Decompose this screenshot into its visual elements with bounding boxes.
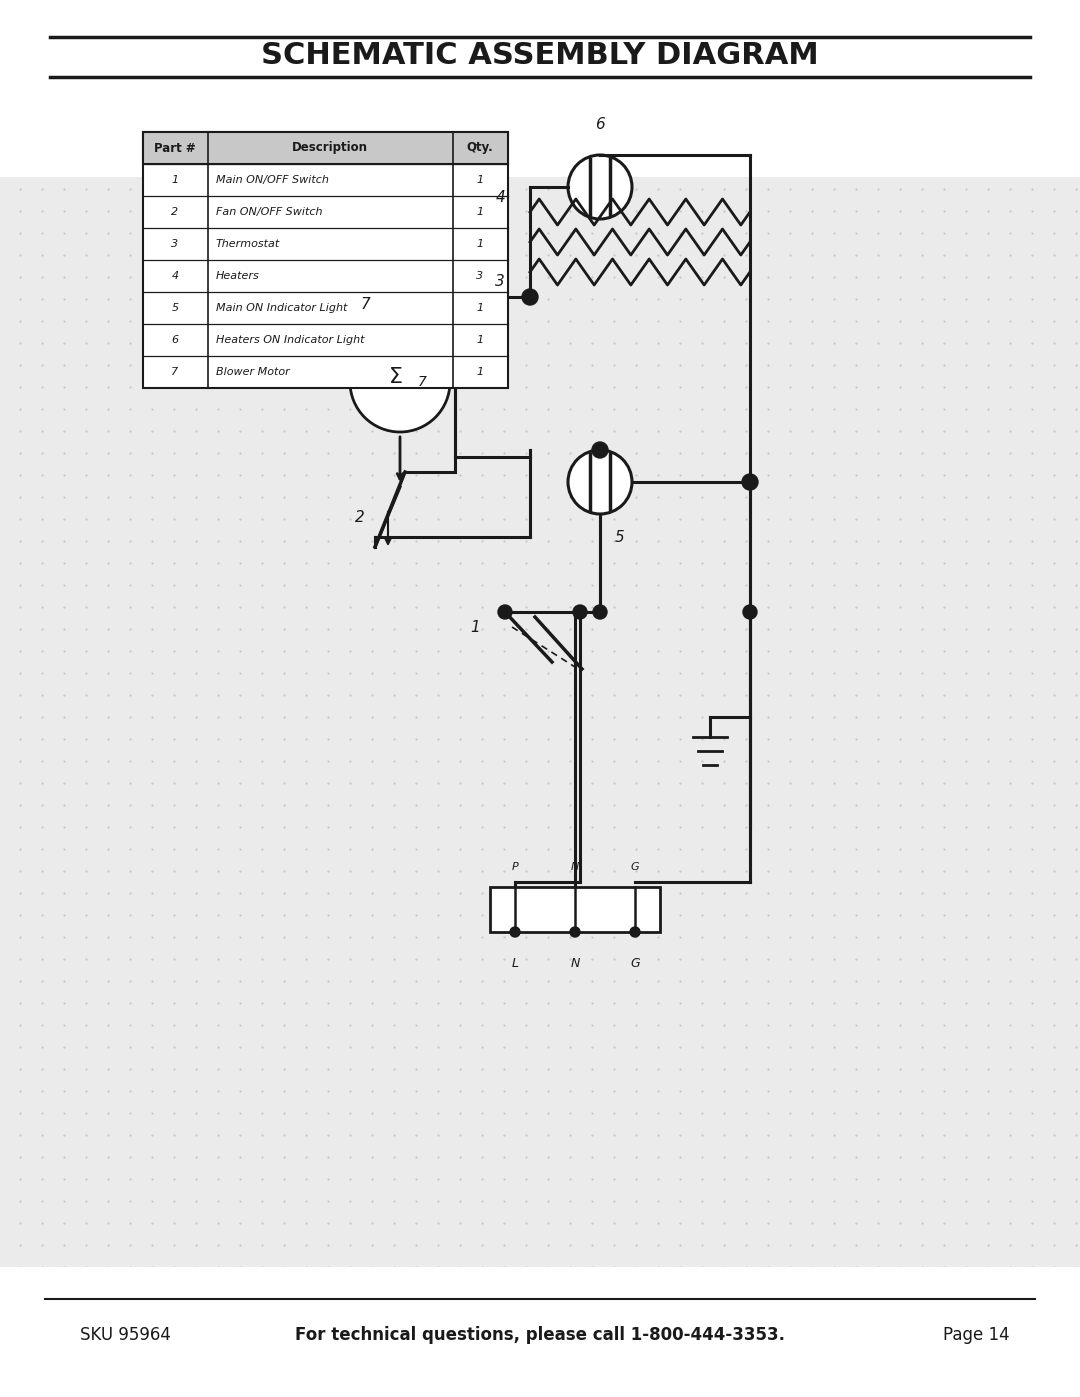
Text: N: N [570,957,580,970]
Text: 6: 6 [595,117,605,131]
Text: Fan ON/OFF Switch: Fan ON/OFF Switch [216,207,323,217]
Text: 1: 1 [172,175,178,184]
Text: Heaters: Heaters [216,271,260,281]
Bar [143,131,508,388]
Text: 3: 3 [496,274,505,289]
Text: 3: 3 [476,271,484,281]
Bar [0,177,1080,1277]
Text: Heaters ON Indicator Light: Heaters ON Indicator Light [216,335,365,345]
Text: 1: 1 [476,175,484,184]
Circle shape [630,928,640,937]
Text: Blower Motor: Blower Motor [216,367,289,377]
Text: 7: 7 [418,374,427,388]
Text: $\Sigma$: $\Sigma$ [388,367,403,387]
Circle shape [498,605,512,619]
Circle shape [570,928,580,937]
Text: Description: Description [292,141,368,155]
Circle shape [568,450,632,514]
Text: 1: 1 [470,619,480,634]
Circle shape [592,441,608,458]
Text: 1: 1 [476,367,484,377]
Circle shape [568,155,632,219]
Circle shape [742,474,758,490]
Text: 4: 4 [496,190,505,204]
Text: Main ON/OFF Switch: Main ON/OFF Switch [216,175,329,184]
Text: Main ON Indicator Light: Main ON Indicator Light [216,303,348,313]
Text: SKU 95964: SKU 95964 [80,1326,171,1344]
Bar [490,887,660,932]
Text: P: P [512,862,518,872]
Circle shape [573,605,588,619]
Text: 1: 1 [476,239,484,249]
Bar [143,131,508,163]
Text: Part #: Part # [154,141,195,155]
Text: 5: 5 [172,303,178,313]
Text: 1: 1 [476,303,484,313]
Text: 3: 3 [172,239,178,249]
Text: 1: 1 [476,207,484,217]
Circle shape [743,605,757,619]
Text: SCHEMATIC ASSEMBLY DIAGRAM: SCHEMATIC ASSEMBLY DIAGRAM [261,41,819,70]
Text: Page 14: Page 14 [943,1326,1010,1344]
Bar [0,0,1080,177]
Text: G: G [631,957,639,970]
Text: 7: 7 [172,367,178,377]
Text: N: N [571,862,579,872]
Text: L: L [512,957,518,970]
Text: 6: 6 [172,335,178,345]
Bar [143,131,508,163]
Text: 2: 2 [172,207,178,217]
Text: 1: 1 [476,335,484,345]
Text: G: G [631,862,639,872]
Text: For technical questions, please call 1-800-444-3353.: For technical questions, please call 1-8… [295,1326,785,1344]
Circle shape [350,332,450,432]
Text: 5: 5 [616,529,625,545]
Text: 7: 7 [360,298,369,312]
Text: Thermostat: Thermostat [216,239,280,249]
Bar [0,1267,1080,1397]
Circle shape [593,605,607,619]
Text: 4: 4 [172,271,178,281]
Text: 2: 2 [355,510,365,524]
Circle shape [522,289,538,305]
Circle shape [510,928,519,937]
Text: Qty.: Qty. [467,141,494,155]
